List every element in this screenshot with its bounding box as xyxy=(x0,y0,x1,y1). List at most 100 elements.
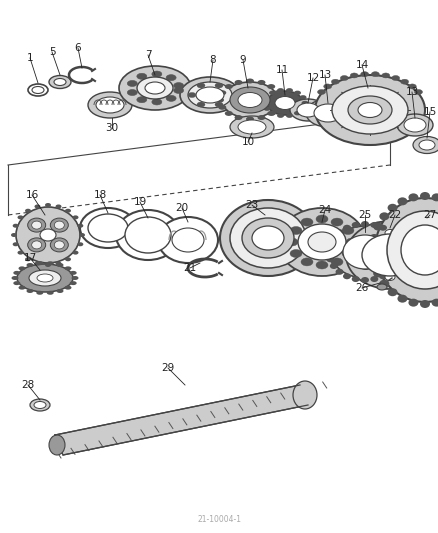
Ellipse shape xyxy=(277,114,284,118)
Ellipse shape xyxy=(57,263,64,267)
Ellipse shape xyxy=(137,74,147,79)
Ellipse shape xyxy=(332,79,339,84)
Ellipse shape xyxy=(431,298,438,306)
Ellipse shape xyxy=(316,215,328,223)
Ellipse shape xyxy=(73,215,78,220)
Ellipse shape xyxy=(47,291,54,295)
Ellipse shape xyxy=(300,107,307,111)
Ellipse shape xyxy=(230,116,274,138)
Text: 21-10004-1: 21-10004-1 xyxy=(197,515,241,524)
Ellipse shape xyxy=(413,136,438,154)
Ellipse shape xyxy=(28,84,48,96)
Ellipse shape xyxy=(352,276,360,282)
Ellipse shape xyxy=(173,83,184,88)
Ellipse shape xyxy=(197,83,205,88)
Ellipse shape xyxy=(275,96,295,109)
Text: 15: 15 xyxy=(424,107,437,117)
Ellipse shape xyxy=(225,111,233,116)
Ellipse shape xyxy=(342,249,354,257)
Ellipse shape xyxy=(258,80,265,85)
Ellipse shape xyxy=(80,208,136,248)
Ellipse shape xyxy=(56,205,61,208)
Ellipse shape xyxy=(290,227,302,235)
Text: 29: 29 xyxy=(161,363,175,373)
Ellipse shape xyxy=(215,102,223,107)
Text: 27: 27 xyxy=(424,210,437,220)
Polygon shape xyxy=(55,385,308,455)
Ellipse shape xyxy=(36,291,43,295)
Ellipse shape xyxy=(242,218,294,258)
Ellipse shape xyxy=(18,251,24,255)
Ellipse shape xyxy=(88,214,128,242)
Ellipse shape xyxy=(330,235,338,241)
Ellipse shape xyxy=(420,192,430,200)
Ellipse shape xyxy=(11,233,17,237)
Ellipse shape xyxy=(331,226,399,278)
Ellipse shape xyxy=(71,276,78,280)
Ellipse shape xyxy=(40,229,56,241)
Ellipse shape xyxy=(301,258,313,266)
Ellipse shape xyxy=(264,95,271,100)
Ellipse shape xyxy=(358,102,382,117)
Ellipse shape xyxy=(370,222,378,228)
Ellipse shape xyxy=(386,269,395,275)
Ellipse shape xyxy=(238,120,266,134)
Ellipse shape xyxy=(18,215,24,220)
Ellipse shape xyxy=(379,280,389,288)
Ellipse shape xyxy=(370,276,378,282)
Ellipse shape xyxy=(274,90,282,95)
Ellipse shape xyxy=(375,198,438,302)
Ellipse shape xyxy=(373,223,383,231)
Ellipse shape xyxy=(379,225,387,231)
Ellipse shape xyxy=(54,221,64,229)
Ellipse shape xyxy=(13,243,19,246)
Text: 20: 20 xyxy=(176,203,189,213)
Text: 12: 12 xyxy=(306,73,320,83)
Ellipse shape xyxy=(166,95,176,101)
Text: 18: 18 xyxy=(93,190,106,200)
Ellipse shape xyxy=(50,218,68,232)
Ellipse shape xyxy=(16,207,80,263)
Ellipse shape xyxy=(96,97,124,113)
Ellipse shape xyxy=(404,118,426,132)
Ellipse shape xyxy=(397,197,407,205)
Text: 23: 23 xyxy=(245,200,258,210)
Ellipse shape xyxy=(246,117,254,122)
Ellipse shape xyxy=(343,225,351,231)
Ellipse shape xyxy=(49,76,71,88)
Ellipse shape xyxy=(369,258,379,266)
Ellipse shape xyxy=(274,105,282,110)
Ellipse shape xyxy=(314,104,342,122)
Ellipse shape xyxy=(65,257,71,261)
Ellipse shape xyxy=(267,91,303,115)
Ellipse shape xyxy=(172,228,204,252)
Ellipse shape xyxy=(330,263,338,269)
Ellipse shape xyxy=(27,289,33,293)
Text: 28: 28 xyxy=(21,380,35,390)
Ellipse shape xyxy=(64,286,71,289)
Ellipse shape xyxy=(47,261,54,265)
Ellipse shape xyxy=(343,235,387,269)
Text: 10: 10 xyxy=(241,137,254,147)
Ellipse shape xyxy=(340,76,348,80)
Ellipse shape xyxy=(222,82,278,118)
Ellipse shape xyxy=(13,281,20,285)
Ellipse shape xyxy=(331,218,343,226)
Ellipse shape xyxy=(377,284,387,290)
Ellipse shape xyxy=(27,263,33,267)
Ellipse shape xyxy=(13,224,19,228)
Ellipse shape xyxy=(37,274,53,282)
Ellipse shape xyxy=(11,276,18,280)
Ellipse shape xyxy=(397,114,433,136)
Ellipse shape xyxy=(28,238,46,252)
Text: 7: 7 xyxy=(145,50,151,60)
Ellipse shape xyxy=(166,75,176,80)
Ellipse shape xyxy=(261,101,268,105)
Ellipse shape xyxy=(301,218,313,226)
Ellipse shape xyxy=(220,200,316,276)
Ellipse shape xyxy=(388,204,398,212)
Text: 5: 5 xyxy=(49,47,55,57)
Ellipse shape xyxy=(361,262,371,270)
Ellipse shape xyxy=(25,257,31,261)
Ellipse shape xyxy=(188,93,196,98)
